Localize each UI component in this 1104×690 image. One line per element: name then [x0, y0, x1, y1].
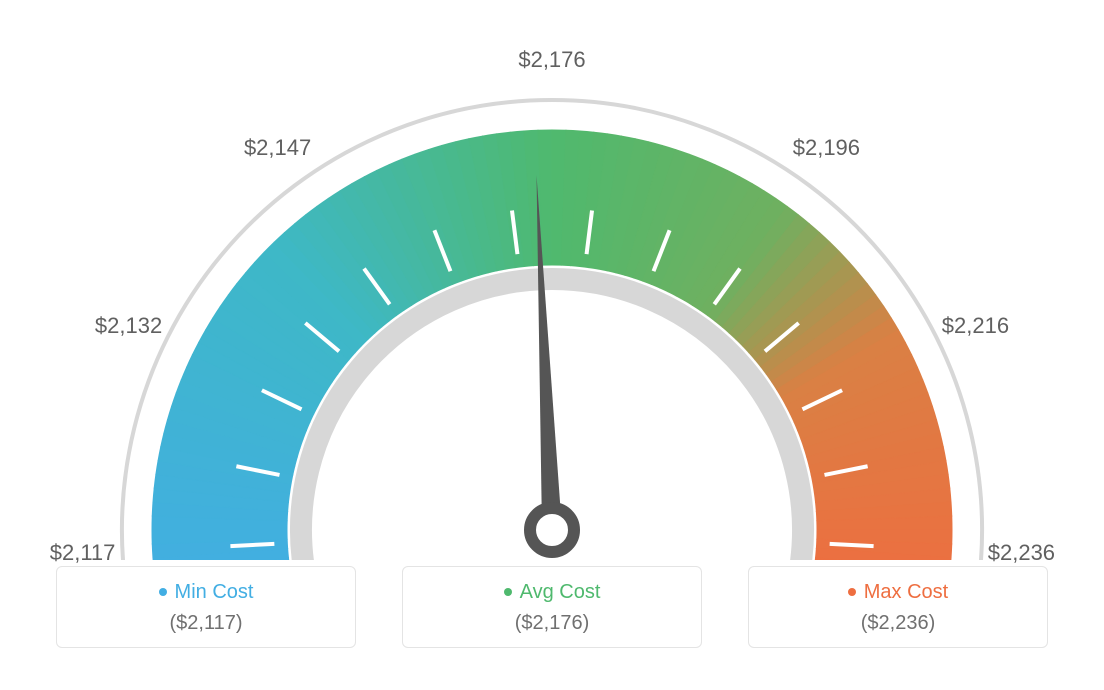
legend-value: ($2,176): [403, 612, 701, 635]
legend-title: Max Cost: [749, 581, 1047, 604]
legend-card: Avg Cost ($2,176): [402, 566, 702, 648]
gauge-tick-label: $2,196: [793, 135, 860, 161]
gauge-tick-label: $2,216: [942, 313, 1009, 339]
gauge-tick-label: $2,132: [95, 313, 162, 339]
legend-title-text: Avg Cost: [520, 581, 601, 603]
gauge-tick-label: $2,147: [244, 135, 311, 161]
gauge-svg: [0, 0, 1104, 560]
legend-dot-icon: [504, 588, 512, 596]
legend-title-text: Min Cost: [175, 581, 254, 603]
gauge-tick-label: $2,176: [518, 47, 585, 73]
legend-title-text: Max Cost: [864, 581, 948, 603]
legend-row: Min Cost ($2,117) Avg Cost ($2,176) Max Cost…: [0, 566, 1104, 648]
legend-dot-icon: [848, 588, 856, 596]
legend-value: ($2,236): [749, 612, 1047, 635]
legend-dot-icon: [159, 588, 167, 596]
legend-card: Min Cost ($2,117): [56, 566, 356, 648]
legend-title: Min Cost: [57, 581, 355, 604]
legend-card: Max Cost ($2,236): [748, 566, 1048, 648]
gauge-tick-label: $2,117: [50, 540, 116, 566]
gauge-tick-label: $2,236: [988, 540, 1055, 566]
gauge-chart: $2,117$2,132$2,147$2,176$2,196$2,216$2,2…: [0, 0, 1104, 560]
legend-title: Avg Cost: [403, 581, 701, 604]
legend-value: ($2,117): [57, 612, 355, 635]
